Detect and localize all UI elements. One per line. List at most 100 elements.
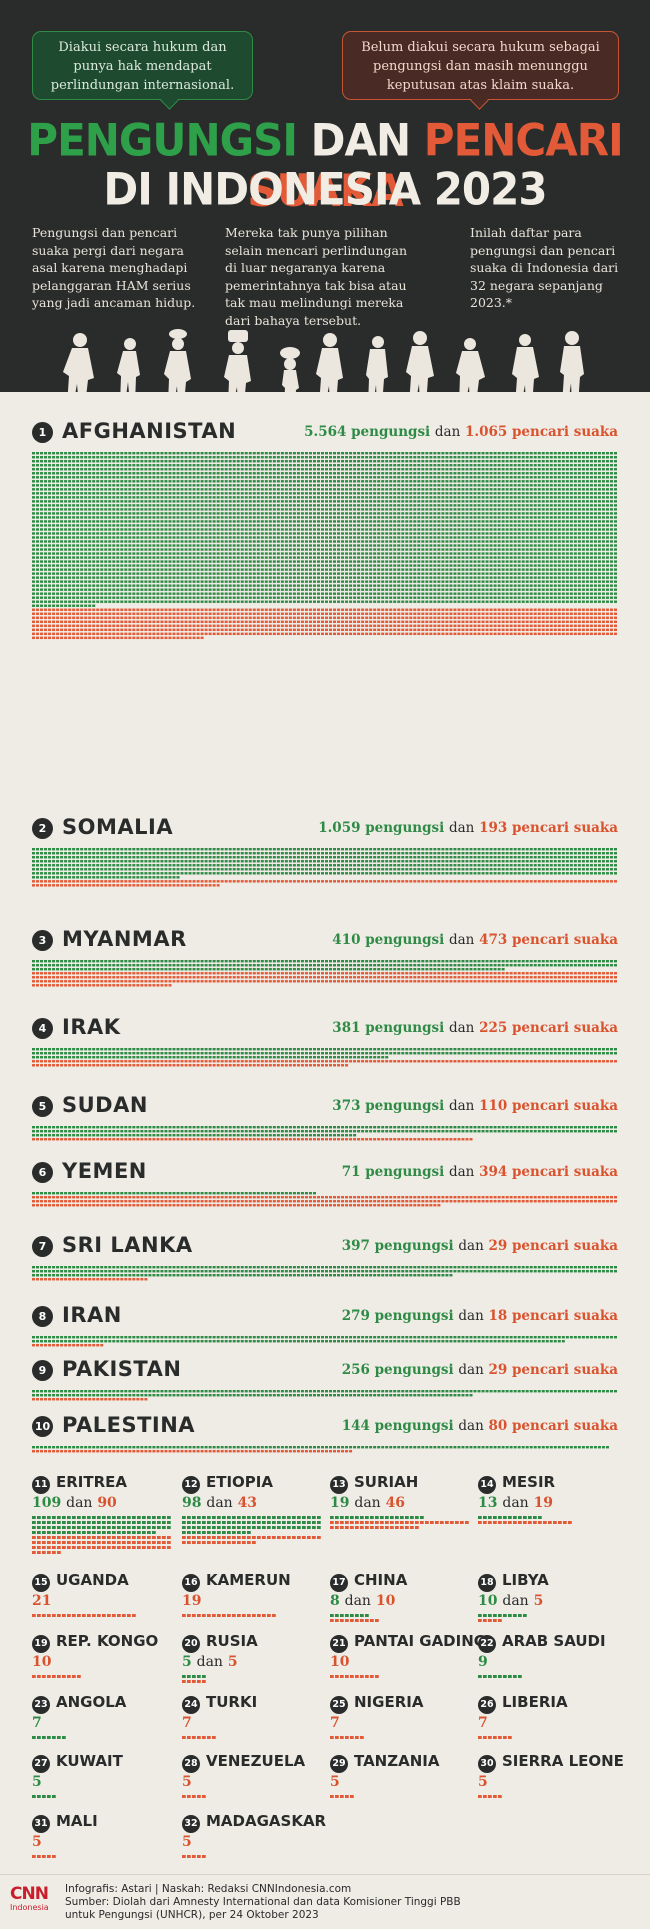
refugee-dot xyxy=(518,496,521,498)
refugee-dot xyxy=(301,476,304,478)
refugee-dot xyxy=(574,464,577,466)
refugee-dot xyxy=(365,548,368,550)
refugee-dot xyxy=(76,564,79,566)
refugee-dot xyxy=(245,508,248,510)
refugee-dot xyxy=(265,572,268,574)
refugee-dot xyxy=(160,504,163,506)
refugee-dot xyxy=(249,548,252,550)
refugee-dot xyxy=(189,532,192,534)
refugee-dot xyxy=(136,468,139,470)
refugee-dot xyxy=(289,524,292,526)
refugee-dot xyxy=(345,568,348,570)
refugee-dot xyxy=(237,520,240,522)
refugee-dot xyxy=(562,548,565,550)
refugee-dot xyxy=(112,576,115,578)
refugee-dot xyxy=(457,548,460,550)
refugee-dot xyxy=(357,536,360,538)
refugee-dot xyxy=(598,464,601,466)
refugee-dot xyxy=(249,532,252,534)
refugee-dot xyxy=(321,472,324,474)
refugee-dot xyxy=(461,512,464,514)
refugee-dot xyxy=(341,512,344,514)
refugee-dot xyxy=(570,548,573,550)
refugee-dot xyxy=(257,584,260,586)
refugee-dot xyxy=(225,548,228,550)
refugee-dot xyxy=(393,576,396,578)
refugee-dot xyxy=(562,476,565,478)
refugee-dot xyxy=(64,572,67,574)
refugee-dot xyxy=(518,556,521,558)
refugee-dot xyxy=(325,532,328,534)
refugee-dot xyxy=(168,460,171,462)
refugee-dot xyxy=(502,572,505,574)
refugee-dot xyxy=(277,452,280,454)
refugee-dot xyxy=(518,540,521,542)
refugee-dot xyxy=(56,544,59,546)
refugee-dot xyxy=(32,520,35,522)
refugee-dot xyxy=(140,452,143,454)
refugee-dot xyxy=(245,452,248,454)
refugee-dot xyxy=(482,556,485,558)
refugee-dot xyxy=(594,544,597,546)
refugee-dot xyxy=(185,480,188,482)
refugee-dot xyxy=(329,564,332,566)
refugee-dot xyxy=(136,464,139,466)
refugee-dot xyxy=(325,504,328,506)
refugee-dot xyxy=(32,548,35,550)
refugee-dot xyxy=(550,520,553,522)
refugee-dot xyxy=(108,580,111,582)
refugee-dot xyxy=(389,460,392,462)
refugee-dot xyxy=(301,532,304,534)
refugee-dot xyxy=(345,508,348,510)
refugee-dot xyxy=(72,536,75,538)
refugee-dot xyxy=(325,524,328,526)
refugee-dot xyxy=(241,528,244,530)
refugee-dot xyxy=(538,472,541,474)
refugee-dot xyxy=(474,464,477,466)
refugee-dot xyxy=(100,472,103,474)
refugee-dot xyxy=(478,452,481,454)
refugee-dot xyxy=(498,528,501,530)
refugee-dot xyxy=(140,536,143,538)
refugee-dot xyxy=(602,564,605,566)
refugee-dot xyxy=(132,532,135,534)
refugee-dot xyxy=(60,524,63,526)
refugee-dot xyxy=(257,524,260,526)
refugee-dot xyxy=(269,496,272,498)
refugee-dot xyxy=(433,516,436,518)
refugee-dot xyxy=(474,468,477,470)
refugee-dot xyxy=(526,488,529,490)
refugee-dot xyxy=(610,524,613,526)
refugee-dot xyxy=(502,516,505,518)
refugee-dot xyxy=(494,472,497,474)
refugee-dot xyxy=(64,508,67,510)
refugee-dot xyxy=(461,552,464,554)
refugee-dot xyxy=(172,460,175,462)
refugee-dot xyxy=(377,532,380,534)
refugee-dot xyxy=(417,548,420,550)
refugee-dot xyxy=(369,532,372,534)
refugee-dot xyxy=(213,452,216,454)
refugee-dot xyxy=(148,540,151,542)
refugee-dot xyxy=(148,500,151,502)
refugee-dot xyxy=(562,544,565,546)
refugee-dot xyxy=(550,544,553,546)
refugee-dot xyxy=(277,508,280,510)
refugee-dot xyxy=(80,584,83,586)
refugee-dot xyxy=(197,472,200,474)
refugee-dot xyxy=(590,556,593,558)
refugee-dot xyxy=(245,540,248,542)
refugee-dot xyxy=(132,488,135,490)
refugee-dot xyxy=(538,500,541,502)
refugee-dot xyxy=(189,548,192,550)
refugee-dot xyxy=(365,460,368,462)
refugee-dot xyxy=(48,580,51,582)
refugee-dot xyxy=(494,528,497,530)
refugee-dot xyxy=(68,584,71,586)
refugee-dot xyxy=(365,532,368,534)
refugee-dot xyxy=(128,508,131,510)
refugee-dot xyxy=(140,464,143,466)
refugee-dot xyxy=(401,540,404,542)
refugee-dot xyxy=(281,504,284,506)
refugee-dot xyxy=(574,552,577,554)
